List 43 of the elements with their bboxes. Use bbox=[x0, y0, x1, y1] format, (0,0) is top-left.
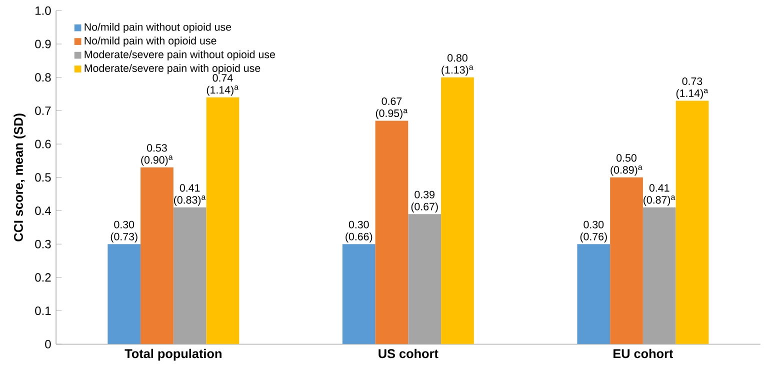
y-tick-label: 0.1 bbox=[35, 306, 51, 316]
data-label: 0.53 (0.90)$^{a}$ bbox=[141, 144, 173, 166]
bar bbox=[642, 208, 676, 344]
data-label: 0.80 (1.13)$^{a}$ bbox=[442, 54, 474, 76]
y-tick-label: 0.5 bbox=[35, 173, 51, 182]
y-tick-label: 0.9 bbox=[35, 40, 51, 48]
data-label: 0.39 (0.67) bbox=[411, 190, 438, 213]
x-tick-label: EU cohort bbox=[614, 348, 674, 358]
y-tick-label: 0.8 bbox=[35, 73, 51, 82]
data-label: 0.50 (0.89)$^{a}$ bbox=[610, 154, 642, 176]
data-label: 0.30 (0.73) bbox=[110, 220, 138, 243]
x-tick-label: US cohort bbox=[378, 348, 438, 358]
bar bbox=[342, 244, 376, 344]
bar bbox=[140, 167, 174, 344]
data-label: 0.74 (1.14)$^{a}$ bbox=[206, 74, 239, 96]
y-tick-label: 0.2 bbox=[35, 273, 51, 282]
y-tick-label: 0.7 bbox=[35, 106, 51, 116]
bar bbox=[173, 208, 206, 344]
bar bbox=[375, 120, 408, 344]
data-label: 0.73 (1.14)$^{a}$ bbox=[676, 78, 708, 100]
y-tick-label: 0 bbox=[45, 340, 51, 348]
bar bbox=[610, 177, 643, 344]
bar bbox=[206, 97, 240, 344]
data-label: 0.67 (0.95)$^{a}$ bbox=[376, 98, 408, 120]
y-tick-label: 0.3 bbox=[35, 240, 51, 248]
y-tick-label: 0.6 bbox=[35, 140, 51, 148]
data-label: 0.41 (0.83)$^{a}$ bbox=[174, 184, 206, 206]
bar bbox=[108, 244, 141, 344]
data-label: 0.30 (0.66) bbox=[346, 220, 372, 243]
legend-label: Moderate/severe pain with opioid use bbox=[84, 64, 260, 74]
bar bbox=[441, 77, 474, 344]
bar bbox=[408, 214, 442, 344]
bar bbox=[577, 244, 610, 344]
data-label: 0.41 (0.87)$^{a}$ bbox=[644, 184, 676, 206]
y-tick-label: 1.0 bbox=[36, 6, 51, 16]
data-label: 0.30 (0.76) bbox=[580, 220, 607, 243]
legend-label: Moderate/severe pain without opioid use bbox=[84, 50, 275, 60]
bar bbox=[676, 100, 709, 344]
x-tick-label: Total population bbox=[124, 348, 222, 361]
legend-label: No/mild pain without opioid use bbox=[84, 23, 232, 33]
y-tick-label: 0.4 bbox=[35, 206, 51, 216]
legend-label: No/mild pain with opioid use bbox=[84, 36, 216, 47]
y-axis-title: CCI score, mean (SD) bbox=[14, 114, 26, 242]
